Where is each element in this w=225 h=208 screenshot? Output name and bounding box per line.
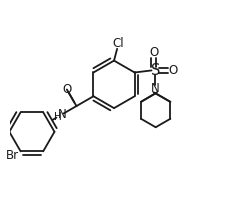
- Text: N: N: [150, 82, 159, 95]
- Text: Cl: Cl: [112, 37, 124, 50]
- Text: O: O: [62, 83, 71, 96]
- Text: O: O: [168, 64, 177, 77]
- Text: H: H: [54, 112, 62, 122]
- Text: N: N: [57, 108, 66, 121]
- Text: Br: Br: [6, 150, 19, 162]
- Text: O: O: [148, 46, 158, 59]
- Text: S: S: [150, 63, 159, 78]
